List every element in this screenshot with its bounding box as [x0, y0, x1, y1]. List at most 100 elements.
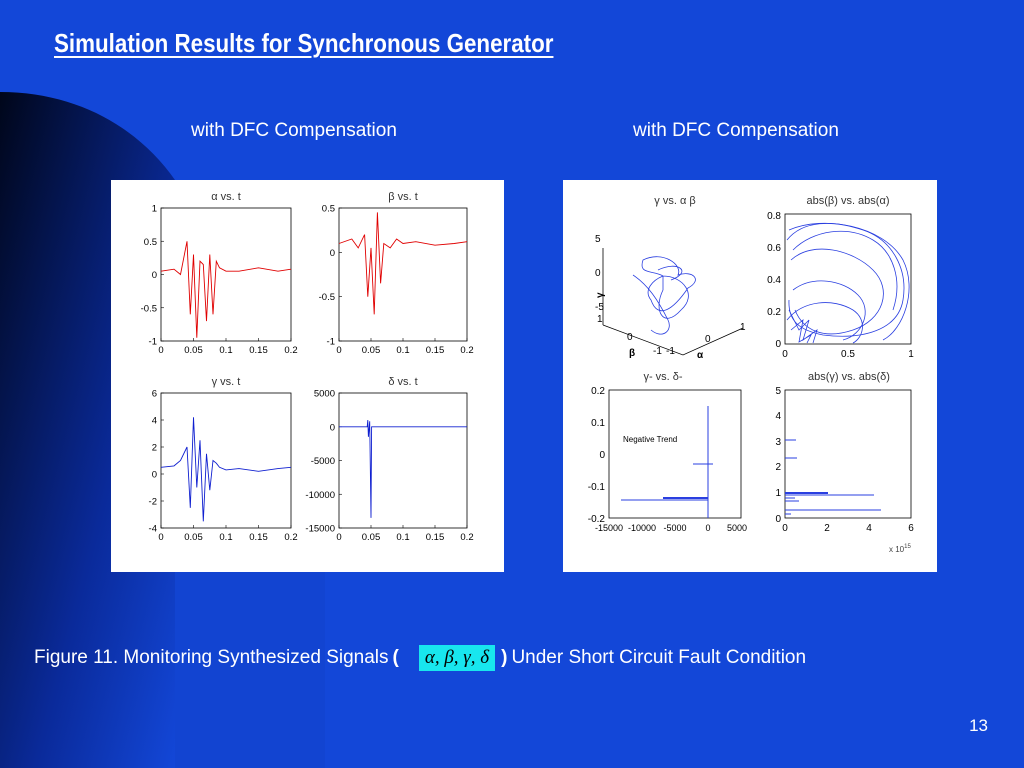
- y-tick-label: -1: [149, 337, 157, 348]
- x-tick: 4: [866, 523, 872, 534]
- plot-title: γ- vs. δ-: [643, 371, 682, 383]
- x-tick-label: 0.1: [396, 532, 409, 543]
- y-tick: 0: [599, 450, 605, 461]
- y-tick-label: 4: [152, 416, 157, 427]
- y-tick-label: -15000: [305, 524, 335, 535]
- y-tick: 0: [775, 514, 781, 525]
- phase-curves: [786, 222, 910, 344]
- caption-prefix: Figure 11. Monitoring Synthesized Signal…: [34, 647, 389, 668]
- x-tick: -5000: [663, 523, 686, 533]
- plot-alpha-vs-t: α vs. t10.50-0.5-10 0.05 0.1 0.15 0.2: [141, 191, 298, 356]
- y-tick-label: 0: [330, 422, 335, 433]
- y-tick-label: 0: [152, 270, 157, 281]
- y-tick: -1: [653, 346, 662, 357]
- y-tick: 1: [775, 488, 781, 499]
- plot-gamma-vs-alpha-beta: γ vs. α β 5 0 -5 γ 1 0 -1 -1 0 1 β α: [595, 195, 746, 361]
- y-tick-label: -0.5: [141, 303, 157, 314]
- y-tick-label: -4: [149, 524, 157, 535]
- y-tick: 0.2: [591, 386, 605, 397]
- histogram-bars: [785, 439, 881, 515]
- x-tick-label: 0: [336, 345, 341, 356]
- x-tick: 0: [705, 523, 710, 533]
- y-tick: 3: [775, 437, 781, 448]
- z-tick: 5: [595, 234, 601, 245]
- y-tick-label: 0.5: [322, 204, 335, 215]
- y-tick: 0.1: [591, 418, 605, 429]
- signal-trace: [160, 241, 292, 338]
- plot-frame: [338, 207, 468, 342]
- x-tick-label: 0.05: [362, 345, 381, 356]
- y-tick-label: -2: [149, 497, 157, 508]
- plot-title: abs(γ) vs. abs(δ): [808, 371, 890, 383]
- right-plots-svg: γ vs. α β 5 0 -5 γ 1 0 -1 -1 0 1 β α abs…: [588, 195, 914, 554]
- annotation-text: Negative Trend: [623, 435, 677, 444]
- y-tick-label: -1: [327, 337, 335, 348]
- slide-title: Simulation Results for Synchronous Gener…: [54, 28, 554, 58]
- figure-panel-left: α vs. t 1 0.5 0 -0.5 -1 0 0.05 0.1 0.15 0.2 β vs. …: [111, 180, 504, 572]
- x-tick-label: 0.15: [426, 532, 445, 543]
- y-tick: 0.2: [767, 307, 781, 318]
- x-tick: 0: [782, 523, 788, 534]
- y-tick: 2: [775, 462, 781, 473]
- y-tick-label: -10000: [305, 490, 335, 501]
- x-tick: 1: [908, 349, 914, 360]
- x-tick: 6: [908, 523, 914, 534]
- y-tick-label: 0: [330, 248, 335, 259]
- y-tick-label: 0.5: [144, 237, 157, 248]
- y-tick-label: -5000: [311, 456, 335, 467]
- x-tick-label: 0.2: [460, 532, 473, 543]
- trajectory-3d: [632, 256, 696, 335]
- x-tick-label: 0.1: [219, 345, 232, 356]
- y-tick-label: 6: [152, 389, 157, 400]
- plot-abs-beta-vs-abs-alpha: abs(β) vs. abs(α) 0.8 0.6 0.4 0.2 0 0 0.…: [767, 195, 914, 360]
- x-tick-label: 0.15: [426, 345, 445, 356]
- x-tick: 5000: [727, 523, 747, 533]
- plot-title: δ vs. t: [388, 376, 417, 388]
- page-number: 13: [969, 716, 988, 735]
- y-tick-label: 1: [152, 204, 157, 215]
- y-tick: -0.2: [588, 514, 606, 525]
- y-tick-label: 2: [152, 443, 157, 454]
- x-tick-label: 0.2: [284, 532, 297, 543]
- z-axis-label: γ: [595, 292, 606, 298]
- plot-gamma-minus-vs-delta-minus: γ- vs. δ- 0.2 0.1 0 -0.1 -0.2 -15000 -10…: [588, 371, 747, 533]
- plot-title: α vs. t: [211, 191, 241, 203]
- x-tick-label: 0.1: [396, 345, 409, 356]
- x-tick-label: 0.15: [249, 345, 268, 356]
- z-tick: -5: [595, 302, 604, 313]
- signal-trace: [339, 419, 467, 518]
- caption-close-paren: ): [501, 647, 508, 668]
- y-tick: 0.6: [767, 243, 781, 254]
- x-tick: -15000: [595, 523, 623, 533]
- x-tick-label: 0.05: [184, 532, 203, 543]
- y-tick: 0.8: [767, 211, 781, 222]
- y-tick-label: 5000: [314, 389, 335, 400]
- y-tick: 0.4: [767, 275, 781, 286]
- x-tick: 0: [782, 349, 788, 360]
- signal-trace: [160, 417, 292, 522]
- y-tick: -0.1: [588, 482, 606, 493]
- x-tick-label: 0.05: [184, 345, 203, 356]
- plot-title: β vs. t: [388, 191, 418, 203]
- y-tick: 4: [775, 411, 781, 422]
- figure-caption: Figure 11. Monitoring Synthesized Signal…: [34, 645, 806, 671]
- x-tick: 0.5: [841, 349, 855, 360]
- y-tick-label: -0.5: [319, 292, 335, 303]
- x-tick-label: 0: [158, 532, 163, 543]
- y-tick: 1: [597, 314, 603, 325]
- x-tick-label: 0: [158, 345, 163, 356]
- left-plots-svg: α vs. t10.50-0.5-10 0.05 0.1 0.15 0.2 β vs. …: [141, 191, 474, 543]
- plot-title: abs(β) vs. abs(α): [807, 195, 890, 207]
- x-multiplier: x 1015: [889, 544, 911, 554]
- x-tick-label: 0.15: [249, 532, 268, 543]
- x-tick: -10000: [628, 523, 656, 533]
- plot-abs-gamma-vs-abs-delta: abs(γ) vs. abs(δ) 5 4 3 2 1 0 0 2 4 6 x …: [775, 371, 914, 554]
- x-tick-label: 0.1: [219, 532, 232, 543]
- subtitle-right: with DFC Compensation: [633, 120, 839, 141]
- plot-beta-vs-t: β vs. t0.50-0.5-10 0.05 0.1 0.15 0.2: [319, 191, 474, 356]
- x-tick: 1: [740, 322, 746, 333]
- plot-title: γ vs. α β: [654, 195, 695, 207]
- z-tick: 0: [595, 268, 601, 279]
